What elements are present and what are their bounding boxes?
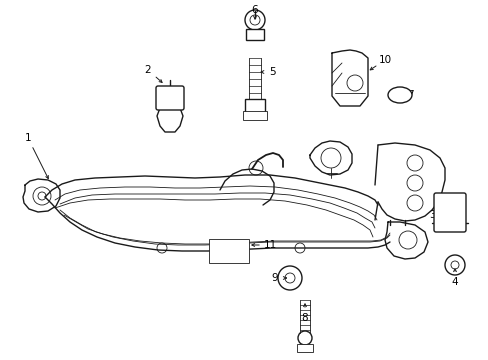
Text: 2: 2 bbox=[144, 65, 151, 75]
FancyBboxPatch shape bbox=[156, 86, 183, 110]
FancyBboxPatch shape bbox=[245, 29, 264, 40]
Text: 1: 1 bbox=[24, 133, 31, 143]
Text: 6: 6 bbox=[251, 5, 258, 15]
Text: 7: 7 bbox=[406, 90, 412, 100]
FancyBboxPatch shape bbox=[433, 193, 465, 232]
Text: 5: 5 bbox=[269, 67, 276, 77]
Text: 4: 4 bbox=[451, 277, 457, 287]
Text: 3: 3 bbox=[428, 210, 434, 220]
FancyBboxPatch shape bbox=[296, 344, 312, 352]
Text: 9: 9 bbox=[271, 273, 278, 283]
Text: 10: 10 bbox=[378, 55, 391, 65]
Ellipse shape bbox=[387, 87, 411, 103]
FancyBboxPatch shape bbox=[243, 111, 266, 120]
Text: 8: 8 bbox=[301, 313, 307, 323]
FancyBboxPatch shape bbox=[244, 99, 264, 113]
FancyBboxPatch shape bbox=[208, 239, 248, 263]
Text: 11: 11 bbox=[263, 240, 276, 250]
